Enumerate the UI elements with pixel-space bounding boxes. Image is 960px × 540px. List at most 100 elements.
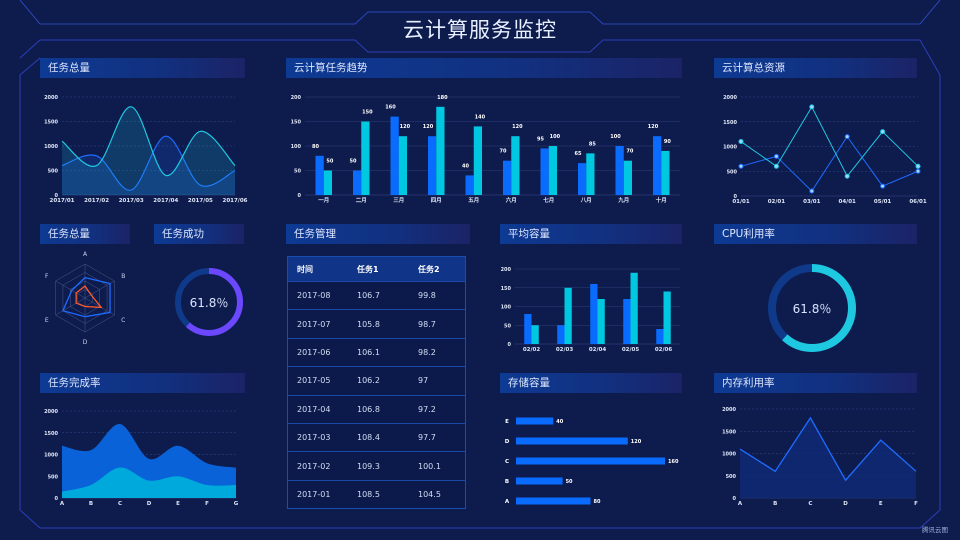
y-tick-label: 500 xyxy=(48,474,59,480)
cell-task1: 108.4 xyxy=(357,433,380,443)
panel-title-avg-capacity: 平均容量 xyxy=(500,224,682,244)
bar xyxy=(516,477,563,485)
bar xyxy=(516,417,554,425)
panel-title-completion: 任务完成率 xyxy=(40,373,245,393)
panel-title-task-total: 任务总量 xyxy=(40,58,245,78)
y-tick-label: 100 xyxy=(291,144,302,150)
data-point xyxy=(809,104,815,110)
radar-axis-label: B xyxy=(121,273,125,280)
bar xyxy=(656,329,664,344)
bar xyxy=(578,163,587,195)
bar xyxy=(615,146,624,195)
bar xyxy=(663,291,671,344)
cell-task2: 97.2 xyxy=(418,404,436,414)
y-category-label: A xyxy=(505,499,510,505)
data-point xyxy=(844,173,850,179)
series-line xyxy=(61,106,236,177)
y-tick-label: 2000 xyxy=(44,95,58,101)
x-tick-label: 2017/03 xyxy=(119,198,144,204)
cell-task2: 104.5 xyxy=(418,489,441,499)
cell-time: 2017-05 xyxy=(297,376,331,386)
y-tick-label: 2000 xyxy=(723,95,737,101)
cell-task1: 106.1 xyxy=(357,347,380,357)
x-tick-label: 2017/02 xyxy=(84,198,109,204)
x-tick-label: 05/01 xyxy=(874,199,891,205)
y-tick-label: 50 xyxy=(294,169,301,175)
data-point xyxy=(738,139,744,145)
bar-data-label: 180 xyxy=(437,95,448,101)
bar-data-label: 120 xyxy=(512,124,523,130)
bar xyxy=(516,457,665,465)
series-line xyxy=(739,416,917,482)
x-tick-label: A xyxy=(738,501,743,507)
bar xyxy=(586,153,595,195)
y-category-label: D xyxy=(505,439,510,445)
table-header: 时间 任务1 任务2 xyxy=(288,257,465,281)
x-tick-label: 六月 xyxy=(506,196,517,204)
data-point xyxy=(880,129,886,135)
x-tick-label: B xyxy=(89,501,93,507)
y-tick-label: 100 xyxy=(501,305,512,311)
x-tick-label: D xyxy=(147,501,152,507)
bar-data-label: 100 xyxy=(610,134,621,140)
bar xyxy=(436,106,445,195)
y-tick-label: 0 xyxy=(508,342,512,348)
panel-title-memory: 内存利用率 xyxy=(714,373,917,393)
cell-task2: 97 xyxy=(418,376,429,386)
x-tick-label: 02/03 xyxy=(556,347,573,353)
bar xyxy=(465,175,474,195)
y-tick-label: 2000 xyxy=(722,407,736,413)
y-category-label: E xyxy=(505,419,509,425)
page-title: 云计算服务监控 xyxy=(403,18,557,42)
cell-task2: 98.7 xyxy=(418,319,436,329)
x-tick-label: 八月 xyxy=(580,196,592,204)
bar xyxy=(428,136,437,195)
bar-data-label: 80 xyxy=(312,144,319,150)
bar-data-label: 70 xyxy=(500,149,507,155)
bar xyxy=(361,121,370,195)
y-tick-label: 1000 xyxy=(44,144,58,150)
cpu-value: 61.8％ xyxy=(792,302,832,316)
bar xyxy=(548,146,557,195)
radar-axis xyxy=(55,280,86,299)
table-row: 2017-08 106.7 99.8 xyxy=(288,281,465,310)
bar-data-label: 70 xyxy=(626,149,633,155)
cell-time: 2017-08 xyxy=(297,291,331,301)
data-point xyxy=(915,163,921,169)
data-point xyxy=(809,188,815,194)
bar-data-label: 50 xyxy=(326,159,333,165)
bar-data-label: 120 xyxy=(423,124,434,130)
x-tick-label: 04/01 xyxy=(839,199,856,205)
cell-task1: 106.2 xyxy=(357,376,380,386)
x-tick-label: 03/01 xyxy=(803,199,820,205)
col-header-time: 时间 xyxy=(297,264,313,274)
y-tick-label: 50 xyxy=(504,323,511,329)
y-category-label: B xyxy=(505,479,509,485)
x-tick-label: 2017/06 xyxy=(223,198,248,204)
bar xyxy=(661,150,670,195)
x-tick-label: 02/05 xyxy=(622,347,639,353)
table-row: 2017-03 108.4 97.7 xyxy=(288,422,465,452)
x-tick-label: E xyxy=(879,501,883,507)
bar xyxy=(516,497,591,505)
y-tick-label: 2000 xyxy=(44,409,58,415)
x-tick-label: C xyxy=(118,501,122,507)
x-tick-label: 九月 xyxy=(617,196,629,204)
y-category-label: C xyxy=(505,459,509,465)
x-tick-label: F xyxy=(205,501,209,507)
bar-data-label: 40 xyxy=(556,419,563,425)
y-tick-label: 500 xyxy=(727,169,738,175)
table-row: 2017-04 106.8 97.2 xyxy=(288,394,465,423)
bar xyxy=(540,148,549,195)
data-point xyxy=(738,163,744,169)
bar xyxy=(524,314,532,344)
bar-data-label: 40 xyxy=(462,163,469,169)
cell-task2: 99.8 xyxy=(418,291,436,301)
bar-data-label: 50 xyxy=(350,159,357,165)
area-fill xyxy=(740,417,916,498)
y-tick-label: 0 xyxy=(733,496,737,502)
x-tick-label: 06/01 xyxy=(909,199,926,205)
panel-title-task-mgmt: 任务管理 xyxy=(286,224,470,244)
